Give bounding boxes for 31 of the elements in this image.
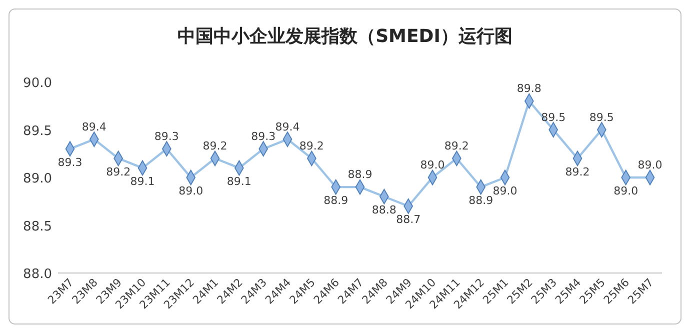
data-label: 88.9 [348,168,372,182]
data-label: 89.1 [130,174,155,188]
y-tick-label: 89.5 [23,124,52,139]
data-label: 89.0 [638,158,662,172]
data-label: 89.0 [178,184,204,198]
y-tick-label: 90.0 [23,76,52,91]
data-label: 89.4 [275,120,300,134]
data-label: 89.3 [251,130,276,143]
data-label: 89.0 [492,184,518,198]
data-label: 89.5 [541,110,566,124]
data-label: 89.0 [614,184,638,198]
chart-title: 中国中小企业发展指数（SMEDI）运行图 [178,26,512,47]
data-label: 89.2 [444,139,469,152]
data-label: 88.8 [372,204,396,217]
y-tick-label: 88.5 [23,219,52,234]
data-label: 89.3 [58,156,82,169]
data-label: 89.2 [202,139,228,152]
data-label: 89.2 [106,165,131,178]
data-label: 89.8 [516,82,542,96]
data-label: 88.9 [324,194,348,208]
data-label: 89.2 [299,139,324,152]
data-label: 88.7 [396,213,421,226]
data-label: 88.9 [468,194,494,208]
data-label: 89.2 [565,165,590,178]
y-tick-label: 89.0 [23,172,52,186]
data-label: 89.5 [589,110,614,124]
data-label: 89.0 [420,158,445,172]
data-label: 89.1 [226,174,252,188]
data-label: 89.3 [154,130,179,143]
data-label: 89.4 [82,120,106,134]
y-tick-label: 88.0 [23,267,52,282]
